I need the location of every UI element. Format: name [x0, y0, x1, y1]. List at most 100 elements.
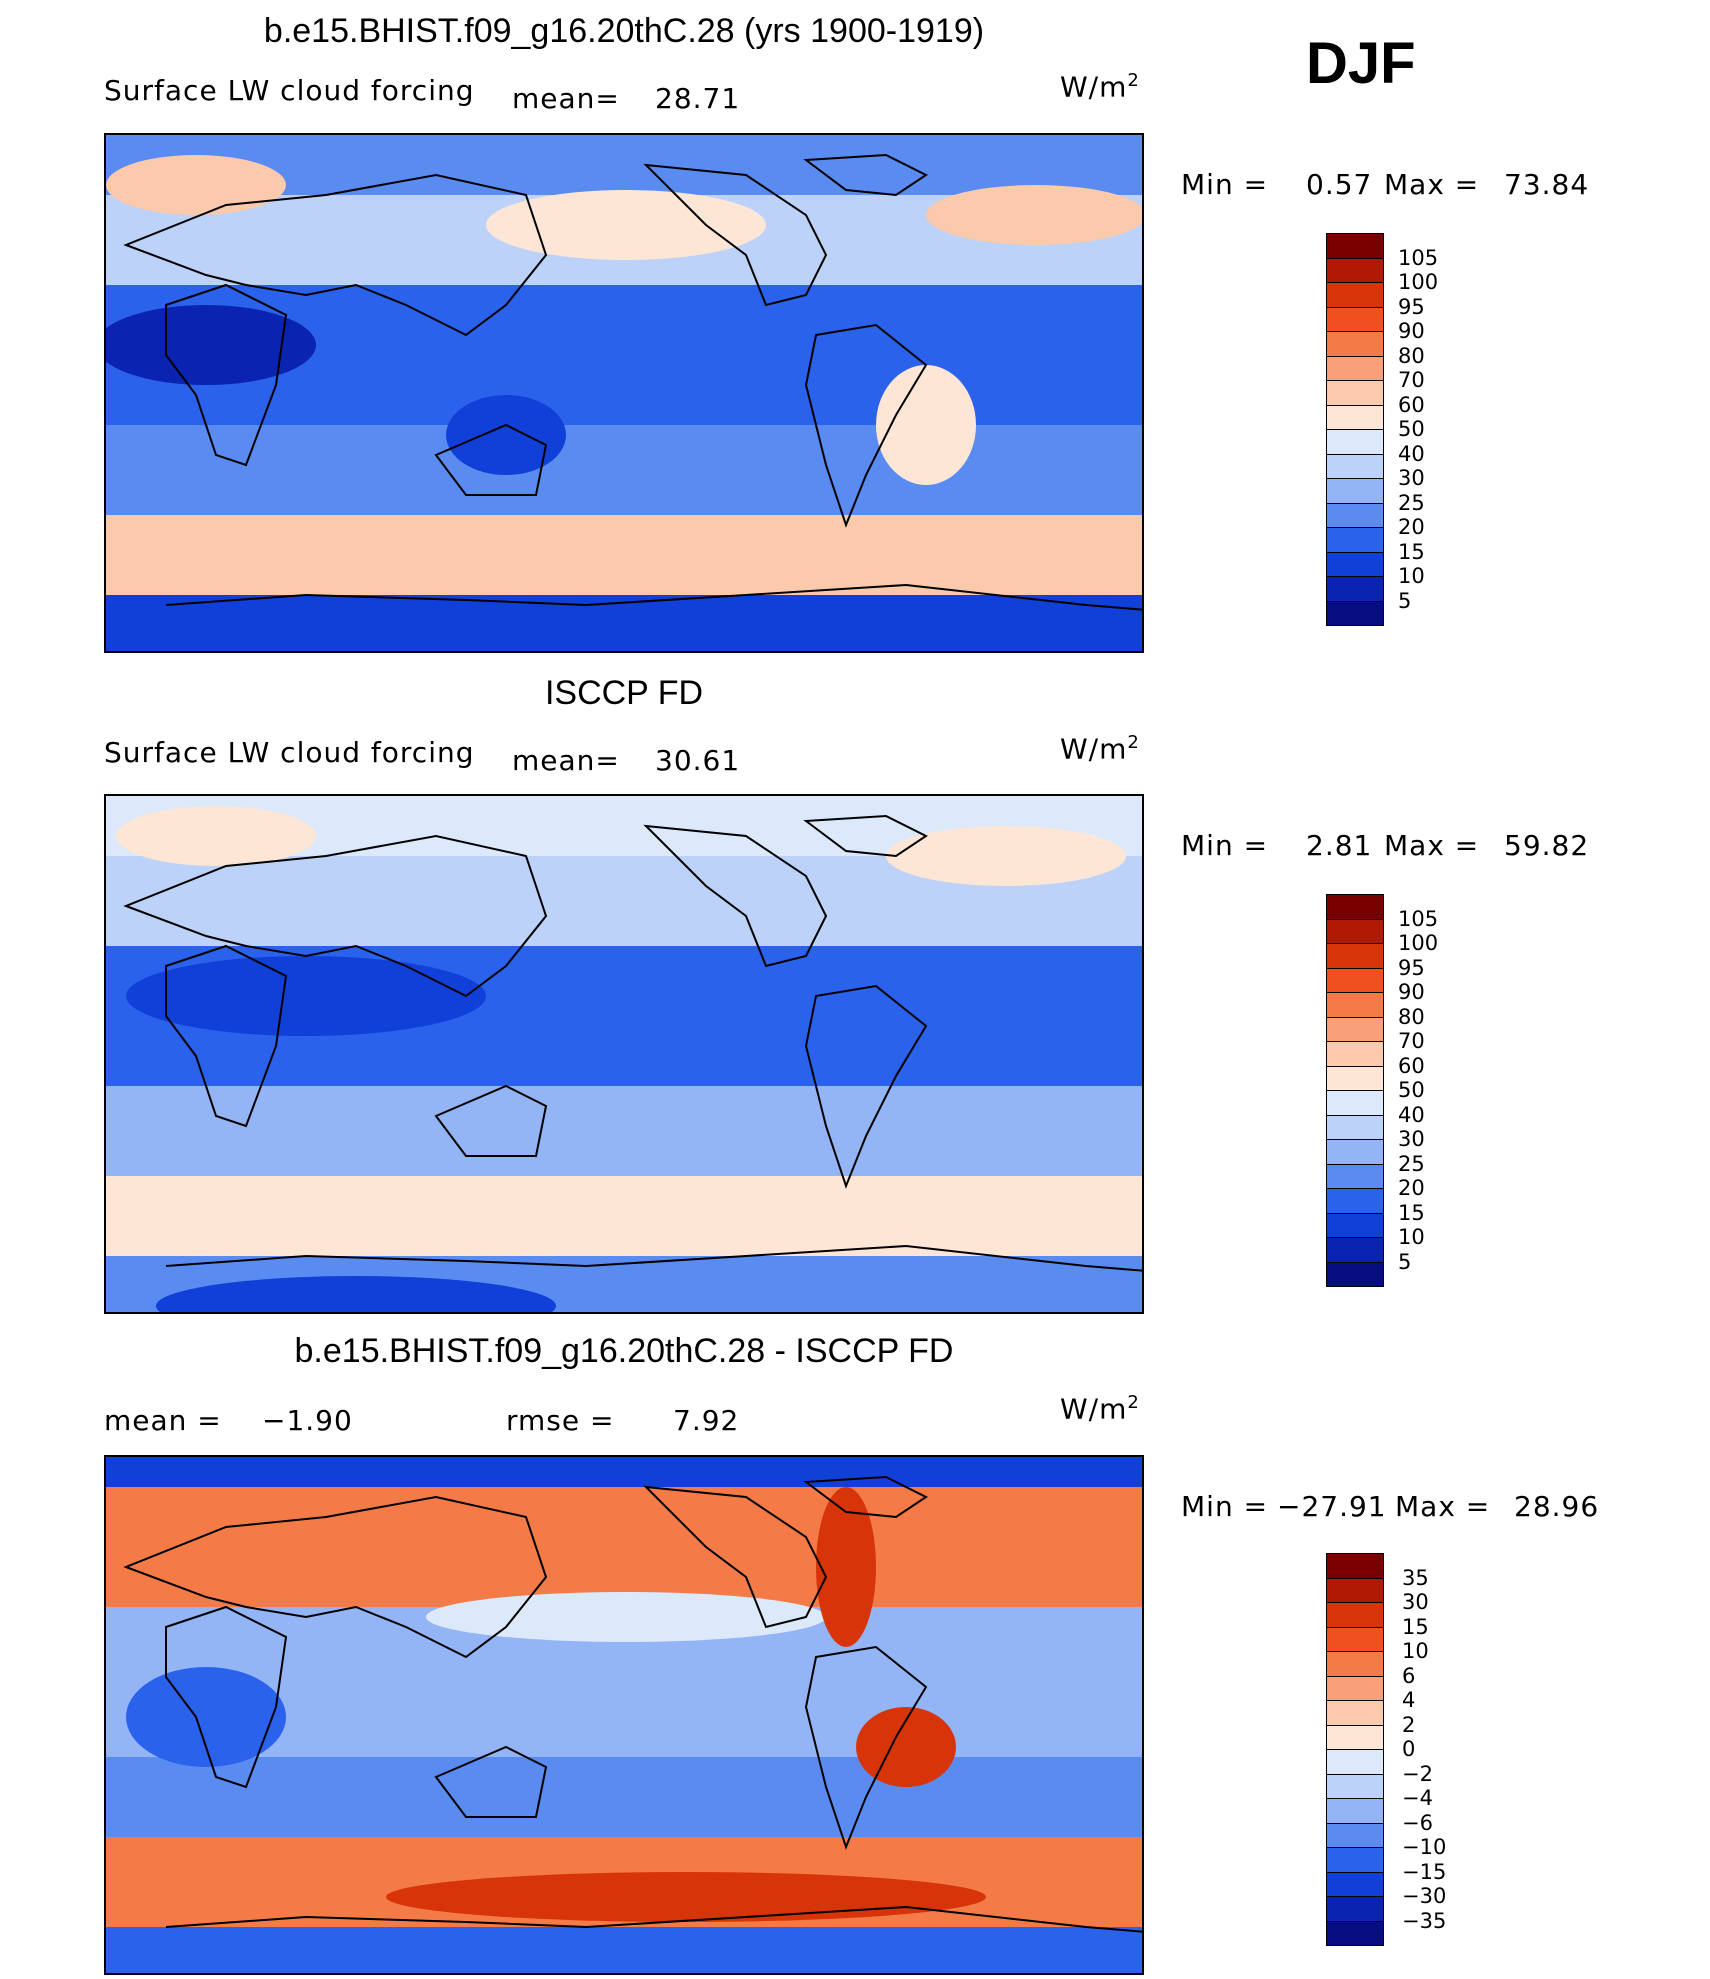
colorbar-swatch — [1326, 282, 1384, 308]
colorbar-swatch — [1326, 1237, 1384, 1263]
p1-se-pacific — [876, 365, 976, 485]
panel-1-colorbar — [1326, 233, 1384, 626]
colorbar-tick-label: 40 — [1398, 1102, 1425, 1127]
colorbar-swatch — [1326, 1188, 1384, 1214]
colorbar-tick-label: −30 — [1402, 1884, 1447, 1908]
p3-coastlines — [123, 1475, 1142, 1933]
panel-2-mean-label: mean= — [512, 744, 620, 777]
colorbar-tick-label: 2 — [1402, 1712, 1416, 1737]
colorbar-tick-label: −15 — [1402, 1859, 1447, 1884]
colorbar-tick-label: −4 — [1402, 1786, 1433, 1810]
colorbar-tick-label: 20 — [1398, 515, 1425, 539]
colorbar-swatch — [1326, 1651, 1384, 1677]
colorbar-tick-label: 30 — [1402, 1590, 1429, 1614]
colorbar-tick-label: 95 — [1398, 294, 1425, 319]
colorbar-tick-label: 5 — [1398, 588, 1412, 613]
colorbar-swatch — [1326, 1700, 1384, 1726]
colorbar-swatch — [1326, 1675, 1384, 1701]
colorbar-swatch — [1326, 1822, 1384, 1848]
panel-2-max-label: Max = — [1384, 829, 1480, 862]
colorbar-swatch — [1326, 1261, 1384, 1287]
colorbar-swatch — [1326, 1724, 1384, 1750]
panel-2-map-svg — [106, 796, 1142, 1312]
panel-3-rmse-value: 7.92 — [673, 1404, 740, 1437]
panel-3-title: b.e15.BHIST.f09_g16.20thC.28 - ISCCP FD — [294, 1332, 954, 1370]
p3-so-high — [386, 1872, 986, 1922]
p1-band-antarctic — [106, 595, 1142, 651]
colorbar-tick-label: 70 — [1398, 368, 1425, 392]
colorbar-tick-label: 35 — [1402, 1565, 1429, 1590]
panel-2-map — [104, 794, 1144, 1314]
p3-band-polar — [106, 1457, 1142, 1487]
colorbar-tick-label: 4 — [1402, 1688, 1416, 1712]
colorbar-swatch — [1326, 1749, 1384, 1775]
colorbar-tick-label: 70 — [1398, 1029, 1425, 1053]
colorbar-swatch — [1326, 233, 1384, 259]
colorbar-swatch — [1326, 576, 1384, 602]
panel-2-max-value: 59.82 — [1504, 829, 1590, 862]
panel-2-min-label: Min = — [1181, 829, 1269, 862]
panel-2-units: W/m2 — [1060, 732, 1140, 765]
colorbar-tick-label: 5 — [1398, 1249, 1412, 1274]
p3-band-nh-mid — [106, 1487, 1142, 1607]
p1-coastlines — [123, 153, 1142, 611]
panel-1-max-label: Max = — [1384, 168, 1480, 201]
colorbar-tick-label: 15 — [1398, 1200, 1425, 1225]
colorbar-tick-label: 10 — [1398, 564, 1425, 588]
panel-3-colorbar — [1326, 1553, 1384, 1946]
colorbar-swatch — [1326, 600, 1384, 626]
panel-1-units-base: W/m — [1060, 70, 1128, 104]
panel-3-map — [104, 1455, 1144, 1975]
colorbar-swatch — [1326, 527, 1384, 553]
panel-1-variable: Surface LW cloud forcing — [104, 74, 475, 107]
panel-2-mean-value: 30.61 — [655, 744, 741, 777]
colorbar-swatch — [1326, 1602, 1384, 1628]
panel-1-mean-label: mean= — [512, 82, 620, 115]
colorbar-tick-label: 30 — [1398, 466, 1425, 490]
panel-1-title: b.e15.BHIST.f09_g16.20thC.28 (yrs 1900-1… — [263, 12, 985, 50]
panel-3-min-label: Min = — [1181, 1490, 1269, 1523]
p2-band-southern-ocean — [106, 1176, 1142, 1256]
colorbar-swatch — [1326, 404, 1384, 430]
colorbar-swatch — [1326, 380, 1384, 406]
panel-1-units: W/m2 — [1060, 70, 1140, 103]
colorbar-swatch — [1326, 992, 1384, 1018]
colorbar-tick-label: 105 — [1398, 906, 1439, 931]
colorbar-tick-label: 100 — [1398, 931, 1439, 955]
p3-band-antarctic — [106, 1927, 1142, 1973]
colorbar-tick-label: −2 — [1402, 1761, 1433, 1786]
p1-band-sh-sub — [106, 425, 1142, 515]
panel-1-min-value: 0.57 — [1306, 168, 1373, 201]
colorbar-swatch — [1326, 1920, 1384, 1946]
colorbar-tick-label: 80 — [1398, 343, 1425, 368]
colorbar-tick-label: 40 — [1398, 441, 1425, 466]
panel-1-min-label: Min = — [1181, 168, 1269, 201]
panel-3-mean-label: mean = — [104, 1404, 222, 1437]
colorbar-tick-label: 50 — [1398, 417, 1425, 441]
colorbar-swatch — [1326, 1577, 1384, 1603]
colorbar-swatch — [1326, 429, 1384, 455]
p2-band-sh-sub — [106, 1086, 1142, 1176]
p2-natlantic-high — [886, 826, 1126, 886]
colorbar-swatch — [1326, 453, 1384, 479]
panel-3-map-svg — [106, 1457, 1142, 1973]
colorbar-swatch — [1326, 1847, 1384, 1873]
panel-3-max-value: 28.96 — [1514, 1490, 1600, 1523]
colorbar-swatch — [1326, 355, 1384, 381]
p1-europe-high — [106, 155, 286, 215]
p2-indian-low — [126, 956, 486, 1036]
colorbar-swatch — [1326, 502, 1384, 528]
colorbar-tick-label: 50 — [1398, 1078, 1425, 1102]
colorbar-tick-label: −35 — [1402, 1908, 1447, 1933]
colorbar-swatch — [1326, 943, 1384, 969]
panel-2-variable: Surface LW cloud forcing — [104, 736, 475, 769]
panel-2-units-sup: 2 — [1127, 732, 1140, 753]
colorbar-swatch — [1326, 1139, 1384, 1165]
panel-1-units-sup: 2 — [1127, 70, 1140, 91]
colorbar-swatch — [1326, 1896, 1384, 1922]
colorbar-swatch — [1326, 1212, 1384, 1238]
colorbar-swatch — [1326, 306, 1384, 332]
p2-antarctic-low — [156, 1276, 556, 1312]
colorbar-swatch — [1326, 331, 1384, 357]
colorbar-tick-label: 90 — [1398, 980, 1425, 1004]
